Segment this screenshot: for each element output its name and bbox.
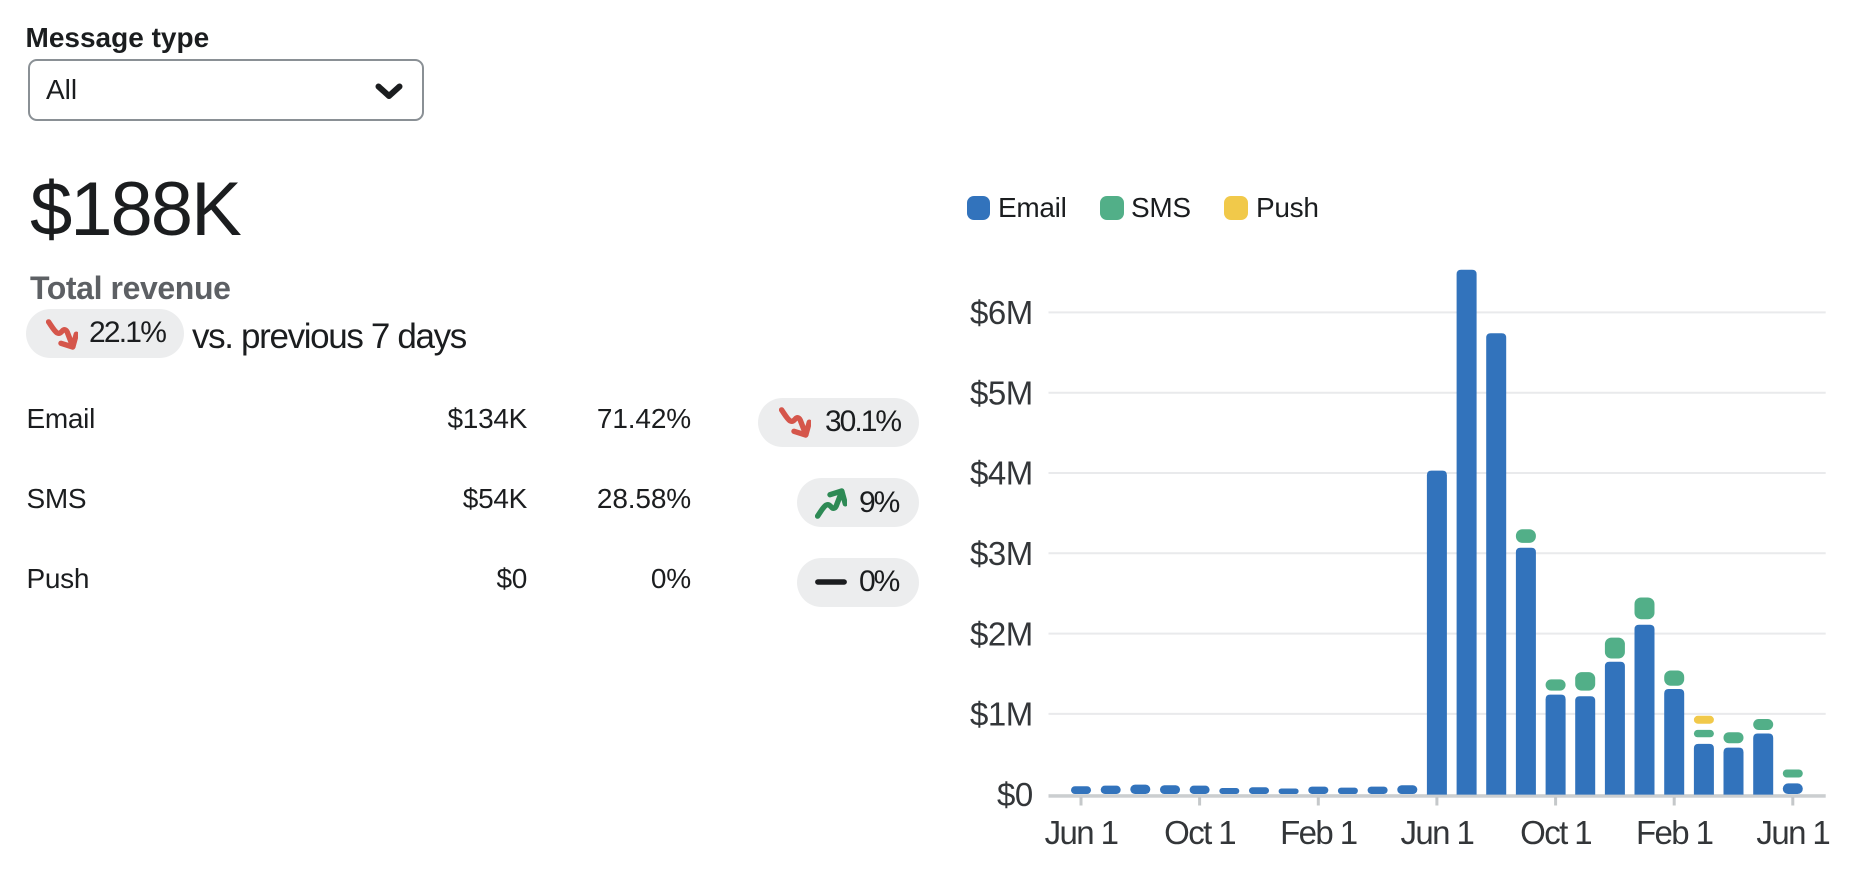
svg-text:$0: $0 [997, 776, 1033, 813]
svg-text:$6M: $6M [970, 294, 1033, 331]
svg-text:$5M: $5M [970, 374, 1033, 411]
svg-text:Feb 1: Feb 1 [1280, 814, 1357, 851]
svg-text:Oct 1: Oct 1 [1164, 814, 1235, 851]
svg-text:$3M: $3M [970, 535, 1033, 572]
svg-text:$4M: $4M [970, 455, 1033, 492]
svg-text:$1M: $1M [970, 696, 1033, 733]
svg-text:Oct 1: Oct 1 [1520, 814, 1591, 851]
svg-text:Jun 1: Jun 1 [1756, 814, 1829, 851]
svg-text:Jun 1: Jun 1 [1045, 814, 1118, 851]
svg-text:Feb 1: Feb 1 [1636, 814, 1713, 851]
svg-text:$2M: $2M [970, 615, 1033, 652]
svg-text:Jun 1: Jun 1 [1401, 814, 1474, 851]
